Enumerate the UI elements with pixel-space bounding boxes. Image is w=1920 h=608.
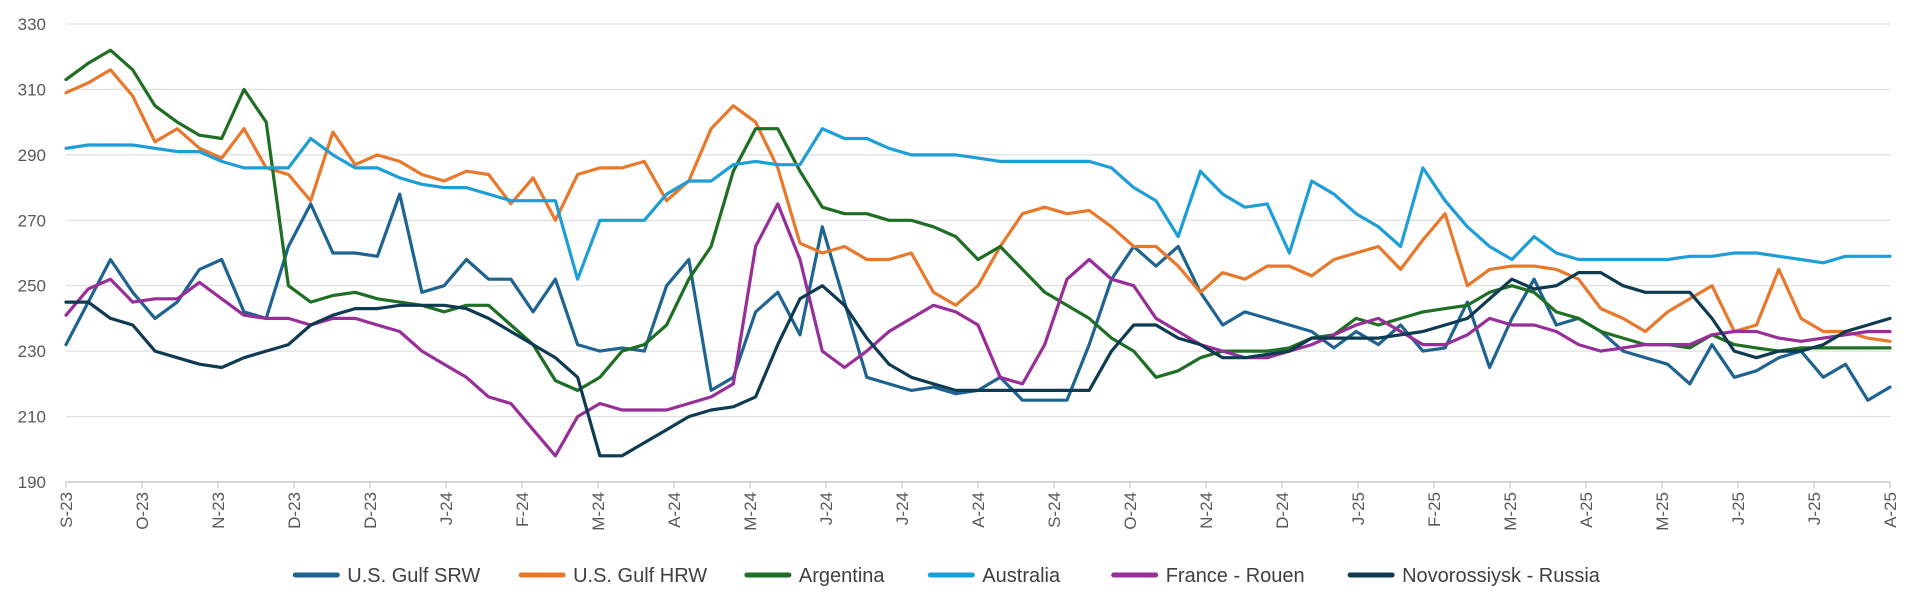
y-tick-label: 310 <box>18 80 46 99</box>
series-line-novorossiysk-russia <box>64 271 1892 458</box>
x-tick-label: M-25 <box>1501 492 1520 531</box>
series-line-u-s-gulf-hrw <box>64 68 1892 343</box>
legend-item-australia[interactable]: Australia <box>927 565 1061 587</box>
series-line-france-rouen <box>64 202 1892 458</box>
y-tick-label: 330 <box>18 15 46 34</box>
y-tick-label: 250 <box>18 277 46 296</box>
x-tick-label: M-25 <box>1653 492 1672 531</box>
x-tick-label: S-23 <box>57 492 76 528</box>
legend-item-argentina[interactable]: Argentina <box>744 565 885 587</box>
x-tick-label: D-23 <box>361 492 380 529</box>
y-tick-label: 270 <box>18 211 46 230</box>
series-line-u-s-gulf-srw <box>64 192 1892 402</box>
x-tick-label: O-23 <box>133 492 152 530</box>
x-tick-label: N-23 <box>209 492 228 529</box>
legend-label: U.S. Gulf HRW <box>573 565 707 587</box>
x-tick-label: A-24 <box>969 492 988 528</box>
x-tick-label: M-24 <box>589 492 608 531</box>
axes: 190 210 230 250 270 290 310 330 S-23 O-23 N-23 D-23… <box>18 15 1900 531</box>
legend-label: U.S. Gulf SRW <box>347 565 480 587</box>
legend: U.S. Gulf SRW U.S. Gulf HRW Argentina Austr… <box>292 565 1601 587</box>
y-tick-label: 290 <box>18 146 46 165</box>
x-tick-label: F-24 <box>513 492 532 527</box>
series-line-argentina <box>64 48 1892 392</box>
x-tick-label: D-24 <box>1273 492 1292 529</box>
x-tick-label: F-25 <box>1425 492 1444 527</box>
series-line-australia <box>64 127 1892 281</box>
x-tick-label: A-25 <box>1577 492 1596 528</box>
x-tick-label: J-24 <box>893 492 912 525</box>
grid-lines <box>66 23 1890 418</box>
y-tick-label: 210 <box>18 408 46 427</box>
legend-label: Australia <box>982 565 1061 587</box>
y-tick-label: 190 <box>18 473 46 492</box>
y-tick-label: 230 <box>18 342 46 361</box>
x-tick-label: D-23 <box>285 492 304 529</box>
x-tick-label: O-24 <box>1121 492 1140 530</box>
x-tick-label: N-24 <box>1197 492 1216 529</box>
x-tick-label: M-24 <box>741 492 760 531</box>
x-tick-label: J-24 <box>817 492 836 525</box>
legend-label: Argentina <box>799 565 885 587</box>
x-tick-label: J-25 <box>1805 492 1824 525</box>
legend-label: Novorossiysk - Russia <box>1402 565 1601 587</box>
x-tick-label: J-24 <box>437 492 456 525</box>
x-tick-label: J-25 <box>1349 492 1368 525</box>
legend-item-france-rouen[interactable]: France - Rouen <box>1111 565 1305 587</box>
legend-item-u-s-gulf-hrw[interactable]: U.S. Gulf HRW <box>518 565 707 587</box>
legend-item-u-s-gulf-srw[interactable]: U.S. Gulf SRW <box>292 565 480 587</box>
legend-item-novorossiysk-russia[interactable]: Novorossiysk - Russia <box>1347 565 1601 587</box>
x-tick-label: A-25 <box>1881 492 1900 528</box>
x-tick-label: S-24 <box>1045 492 1064 528</box>
x-tick-label: J-25 <box>1729 492 1748 525</box>
legend-label: France - Rouen <box>1166 565 1305 587</box>
x-tick-label: A-24 <box>665 492 684 528</box>
series-lines <box>64 48 1892 458</box>
